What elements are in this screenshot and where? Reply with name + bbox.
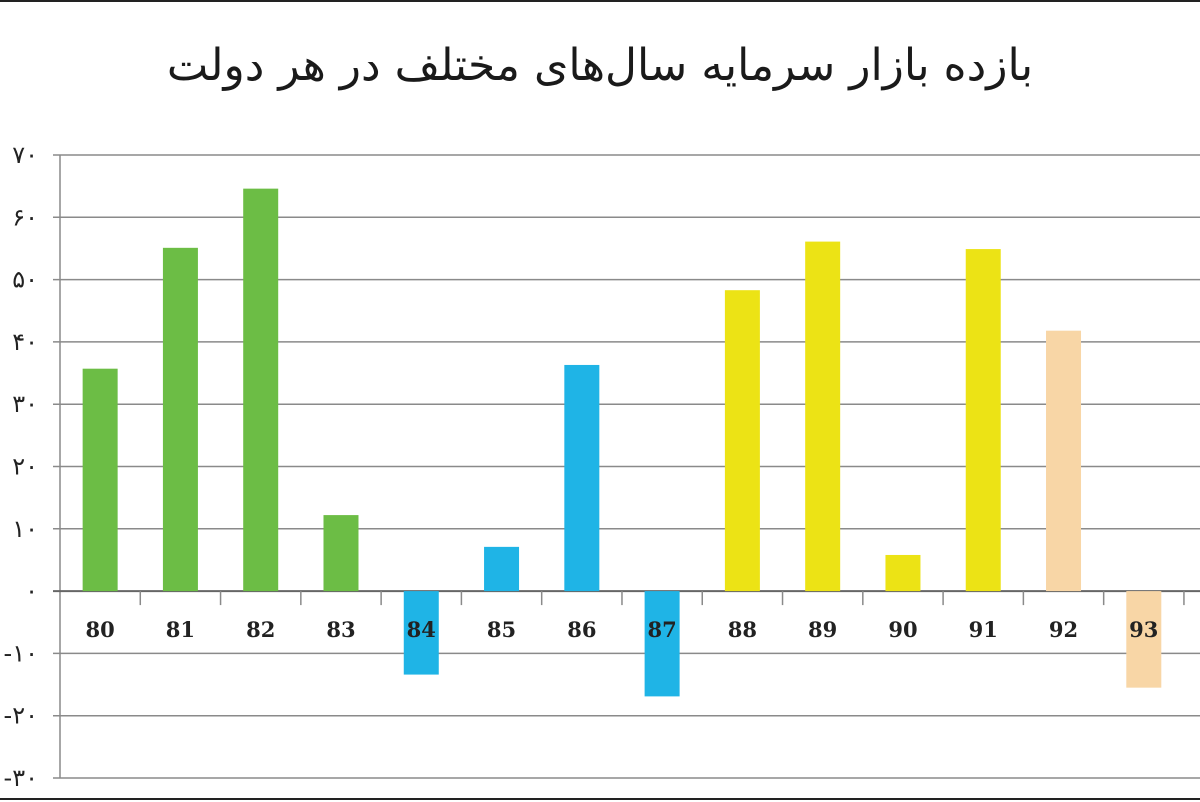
bars [82,188,1162,697]
bar-87 [644,591,680,697]
x-tick-label-90: 90 [888,617,917,642]
bar-91 [965,249,1001,592]
x-tick-label-93: 93 [1129,617,1158,642]
bar-86 [564,364,600,592]
bar-82 [243,188,279,592]
y-tick-label: ۱۰ [12,515,38,543]
y-tick-label: ۳۰ [12,390,38,418]
bar-80 [82,368,118,592]
bar-93 [1126,591,1162,688]
chart-title: بازده بازار سرمایه سال‌های مختلف در هر د… [166,40,1034,91]
y-tick-label: ۵۰ [12,266,38,294]
x-tick-label-83: 83 [326,617,355,642]
x-tick-label-82: 82 [246,617,275,642]
y-tick-label: -۲۰ [4,702,38,730]
x-tick-label-81: 81 [166,617,195,642]
y-tick-label: -۳۰ [4,764,38,792]
x-tick-label-86: 86 [567,617,596,642]
bar-90 [885,554,921,592]
bar-92 [1046,330,1082,592]
x-tick-label-80: 80 [86,617,115,642]
x-tick-label-84: 84 [407,617,436,642]
y-tick-label: ۲۰ [12,453,38,481]
y-tick-label: ۴۰ [12,328,38,356]
x-tick-label-87: 87 [647,617,676,642]
x-tick-label-88: 88 [728,617,757,642]
bar-89 [805,241,841,592]
bar-84 [403,591,439,675]
y-tick-label: ۶۰ [12,203,38,231]
bar-88 [724,290,760,592]
y-tick-label: ۷۰ [12,141,38,169]
bar-85 [484,546,520,592]
y-tick-label: ۰ [25,577,38,605]
bar-81 [162,247,198,592]
x-tick-label-91: 91 [969,617,998,642]
x-axis-ticks: 80 81 82 83 84 85 86 87 88 89 90 91 92 93 [86,617,1159,642]
x-tick-label-85: 85 [487,617,516,642]
y-axis-ticks: ۷۰ ۶۰ ۵۰ ۴۰ ۳۰ ۲۰ ۱۰ ۰ -۱۰ -۲۰ -۳۰ [4,141,38,792]
y-tick-label: -۱۰ [4,639,38,667]
gridlines [53,154,1200,779]
x-tick-label-89: 89 [808,617,837,642]
x-tick-label-92: 92 [1049,617,1078,642]
bar-83 [323,515,359,592]
